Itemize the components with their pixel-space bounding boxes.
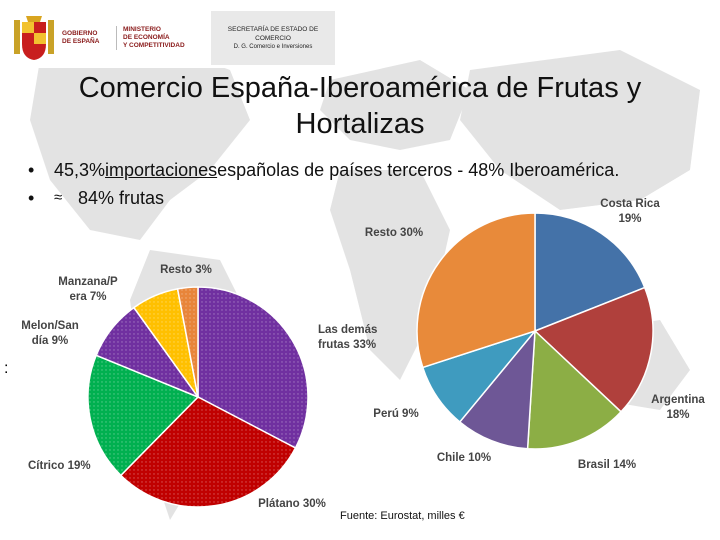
coat-of-arms-icon bbox=[14, 16, 54, 60]
header-logos: GOBIERNO DE ESPAÑA MINISTERIO DE ECONOMÍ… bbox=[8, 8, 348, 68]
pie1-slice-texture-3 bbox=[96, 307, 198, 397]
pie1-slice-texture-1 bbox=[120, 397, 296, 507]
bullet-item: • ≈ 84% frutas bbox=[28, 188, 165, 208]
pie2-label-5: Resto 30% bbox=[365, 227, 423, 239]
ministerio-label: MINISTERIO DE ECONOMÍA Y COMPETITIVIDAD bbox=[116, 26, 203, 50]
secretaria-box: SECRETARÍA DE ESTADO DE COMERCIO D. G. C… bbox=[211, 11, 335, 65]
pie1-label-3: Melon/San día 9% bbox=[21, 320, 79, 347]
gobierno-label: GOBIERNO DE ESPAÑA bbox=[62, 30, 100, 45]
page-title: Comercio España-Iberoamérica de Frutas y… bbox=[78, 72, 642, 140]
pie2-label-1: Argentina 18% bbox=[651, 394, 705, 421]
pie1-slice-texture-0 bbox=[198, 287, 308, 448]
pie1-label-4: Manzana/P era 7% bbox=[58, 276, 118, 303]
pie1-label-5: Resto 3% bbox=[160, 264, 212, 276]
pie1-label-0: Las demás frutas 33% bbox=[318, 324, 377, 351]
pie2-slice-2 bbox=[526, 329, 623, 450]
pie1-label-1: Plátano 30% bbox=[258, 498, 326, 510]
source-note: Fuente: Eurostat, milles € bbox=[340, 510, 465, 522]
pie2-label-2: Brasil 14% bbox=[578, 459, 636, 471]
pie1-slice-texture-5 bbox=[177, 287, 198, 397]
pie2-label-3: Chile 10% bbox=[437, 452, 491, 464]
pie2-slice-5 bbox=[416, 212, 536, 369]
pie2-slice-0 bbox=[534, 212, 646, 333]
pie1-label-2: Cítrico 19% bbox=[28, 460, 91, 472]
pie2-label-0: Costa Rica 19% bbox=[600, 198, 660, 225]
stray-colon: : bbox=[4, 360, 9, 377]
pie2-slice-1 bbox=[533, 286, 654, 413]
pie1-slice-texture-2 bbox=[88, 355, 198, 476]
bullet-list: • 45,3% importaciones españolas de paíse… bbox=[28, 156, 619, 212]
bullet-item: • 45,3% importaciones españolas de paíse… bbox=[28, 160, 620, 180]
pie2-label-4: Perú 9% bbox=[373, 408, 418, 420]
pie2-slice-3 bbox=[458, 328, 536, 450]
